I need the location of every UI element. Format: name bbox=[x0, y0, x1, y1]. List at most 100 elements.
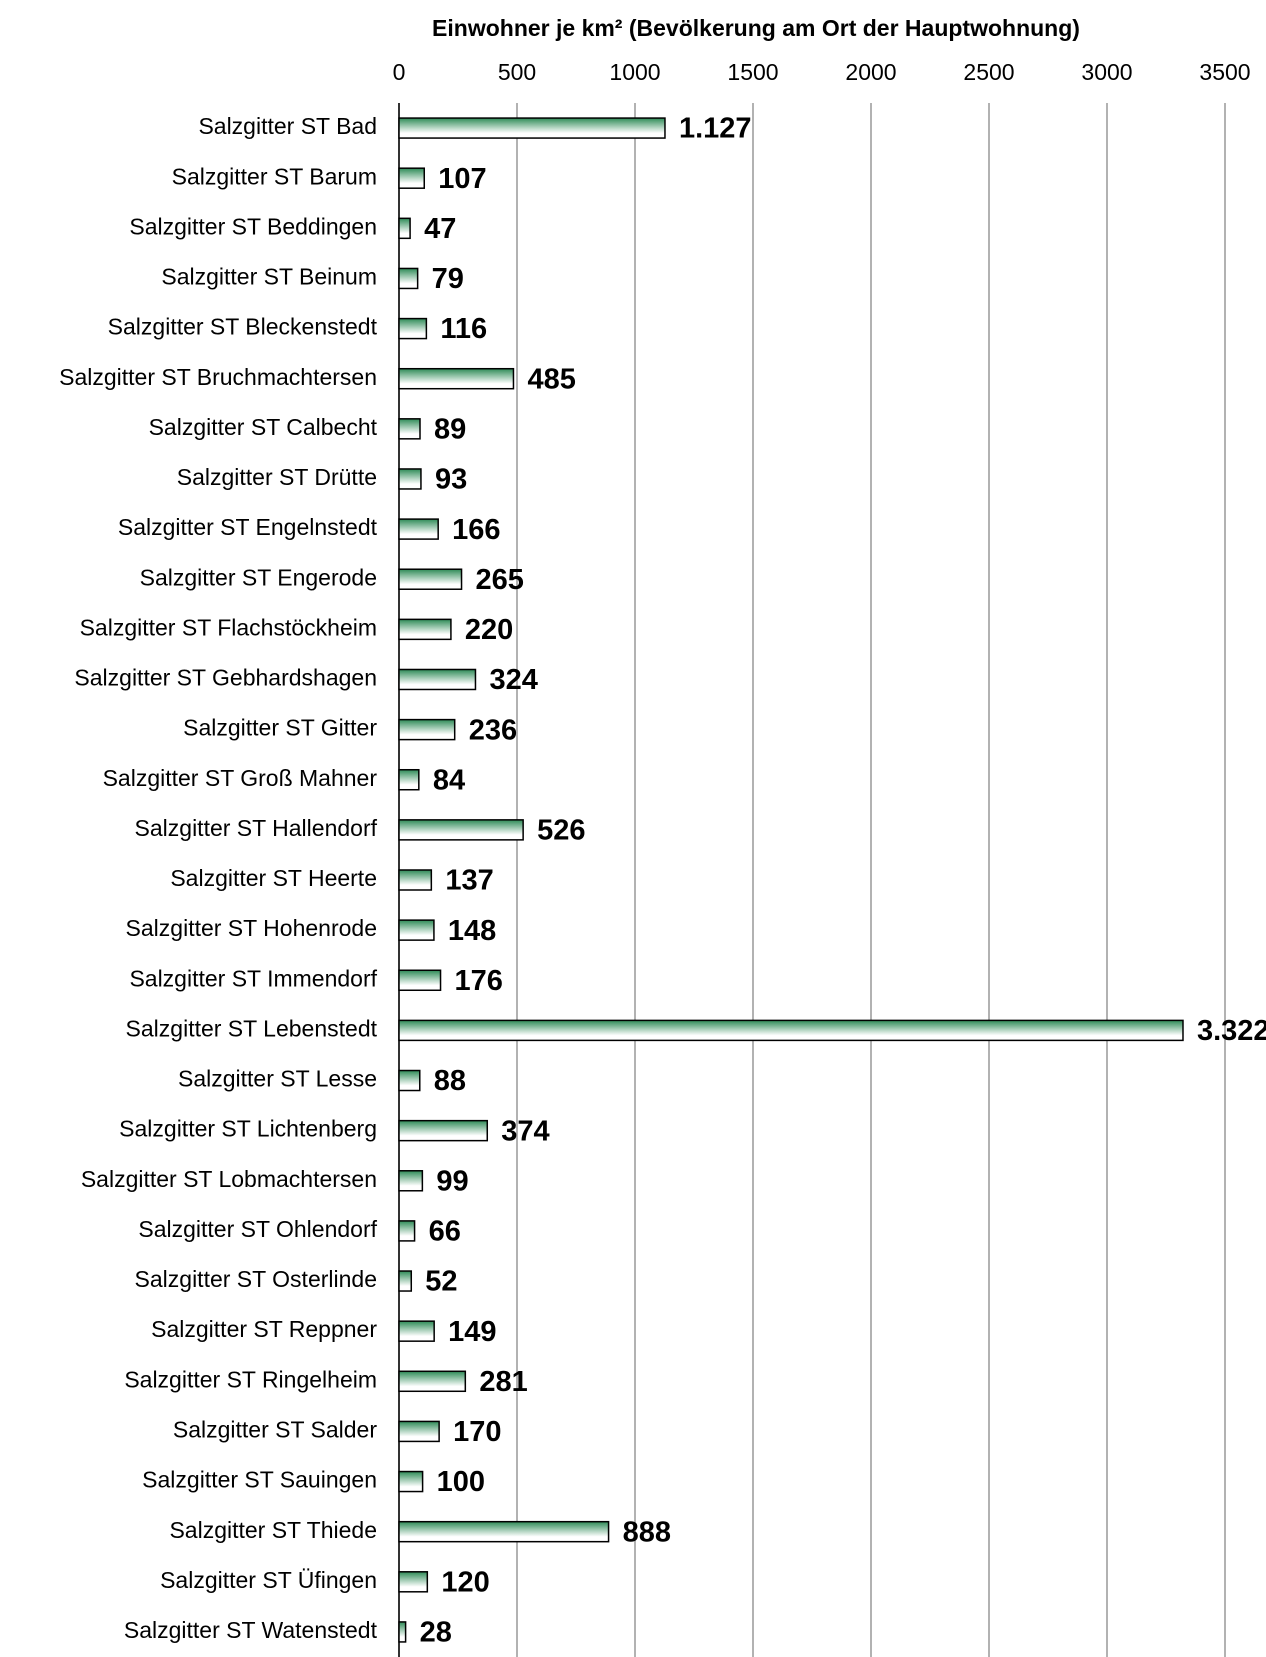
bar bbox=[398, 1520, 610, 1543]
y-tick-label: Salzgitter ST Immendorf bbox=[129, 965, 377, 991]
x-tick-label: 1000 bbox=[609, 59, 660, 85]
x-tick-label: 2500 bbox=[963, 59, 1014, 85]
value-label: 52 bbox=[425, 1266, 457, 1298]
value-label: 485 bbox=[527, 363, 575, 395]
bar bbox=[398, 919, 435, 941]
y-tick-label: Salzgitter ST Calbecht bbox=[149, 414, 378, 440]
y-tick-label: Salzgitter ST Lichtenberg bbox=[119, 1116, 377, 1142]
value-label: 220 bbox=[465, 614, 513, 646]
bar bbox=[398, 167, 426, 189]
y-tick-label: Salzgitter ST Salder bbox=[173, 1416, 377, 1442]
bar bbox=[398, 668, 477, 691]
value-label: 170 bbox=[453, 1416, 501, 1448]
y-tick-label: Salzgitter ST Watenstedt bbox=[124, 1617, 378, 1643]
value-label: 66 bbox=[429, 1216, 461, 1248]
bar bbox=[398, 568, 463, 590]
bar bbox=[398, 1170, 424, 1192]
bar bbox=[398, 468, 422, 490]
bar bbox=[398, 267, 419, 290]
y-tick-label: Salzgitter ST Hohenrode bbox=[126, 915, 377, 941]
x-tick-label: 500 bbox=[498, 59, 536, 85]
y-tick-label: Salzgitter ST Bleckenstedt bbox=[108, 314, 378, 340]
value-label: 176 bbox=[455, 965, 503, 997]
y-tick-label: Salzgitter ST Lebenstedt bbox=[126, 1015, 378, 1041]
x-tick-label: 0 bbox=[393, 59, 406, 85]
value-label: 28 bbox=[420, 1617, 452, 1649]
bar bbox=[398, 418, 421, 440]
bar bbox=[398, 1571, 429, 1593]
value-label: 149 bbox=[448, 1316, 496, 1348]
bar bbox=[398, 117, 666, 139]
value-label: 89 bbox=[434, 413, 466, 445]
bar bbox=[398, 1320, 435, 1342]
value-label: 84 bbox=[433, 764, 465, 796]
value-label: 120 bbox=[441, 1566, 489, 1598]
value-label: 88 bbox=[434, 1065, 466, 1097]
value-label: 236 bbox=[469, 714, 517, 746]
bar bbox=[398, 819, 524, 841]
y-tick-label: Salzgitter ST Lobmachtersen bbox=[81, 1166, 377, 1192]
value-label: 107 bbox=[438, 163, 486, 195]
bar bbox=[398, 1119, 489, 1142]
value-label: 3.322 bbox=[1197, 1015, 1266, 1047]
bar bbox=[398, 1270, 413, 1292]
value-label: 374 bbox=[501, 1115, 549, 1147]
y-tick-label: Salzgitter ST Bad bbox=[198, 113, 377, 139]
y-tick-label: Salzgitter ST Heerte bbox=[170, 865, 377, 891]
value-label: 79 bbox=[432, 263, 464, 295]
bar bbox=[398, 969, 442, 992]
bar bbox=[398, 1019, 1184, 1042]
y-tick-label: Salzgitter ST Osterlinde bbox=[135, 1266, 377, 1292]
value-label: 888 bbox=[623, 1516, 671, 1548]
value-label: 137 bbox=[445, 865, 493, 897]
value-label: 526 bbox=[537, 815, 585, 847]
y-tick-label: Salzgitter ST Ohlendorf bbox=[138, 1216, 377, 1242]
y-tick-label: Salzgitter ST Beddingen bbox=[129, 213, 377, 239]
bar bbox=[398, 618, 452, 641]
y-tick-label: Salzgitter ST Ringelheim bbox=[124, 1366, 377, 1392]
value-label: 148 bbox=[448, 915, 496, 947]
bar bbox=[398, 1621, 407, 1643]
x-tick-label: 1500 bbox=[727, 59, 778, 85]
bar bbox=[398, 518, 439, 540]
value-label: 324 bbox=[489, 664, 537, 696]
y-tick-label: Salzgitter ST Bruchmachtersen bbox=[59, 364, 377, 390]
y-tick-label: Salzgitter ST Gebhardshagen bbox=[74, 665, 377, 691]
y-tick-label: Salzgitter ST Hallendorf bbox=[135, 815, 378, 841]
value-label: 1.127 bbox=[679, 113, 752, 145]
bar bbox=[398, 217, 411, 240]
value-label: 99 bbox=[436, 1165, 468, 1197]
x-tick-label: 3000 bbox=[1081, 59, 1132, 85]
y-tick-label: Salzgitter ST Üfingen bbox=[160, 1567, 377, 1593]
y-tick-label: Salzgitter ST Reppner bbox=[151, 1316, 377, 1342]
bar bbox=[398, 317, 428, 340]
y-tick-label: Salzgitter ST Groß Mahner bbox=[103, 765, 378, 791]
y-tick-label: Salzgitter ST Sauingen bbox=[142, 1467, 377, 1493]
y-tick-label: Salzgitter ST Gitter bbox=[183, 715, 377, 741]
chart-title: Einwohner je km² (Bevölkerung am Ort der… bbox=[432, 15, 1080, 41]
y-tick-label: Salzgitter ST Thiede bbox=[169, 1517, 377, 1543]
x-tick-label: 2000 bbox=[845, 59, 896, 85]
value-label: 100 bbox=[437, 1466, 485, 1498]
y-tick-label: Salzgitter ST Engelnstedt bbox=[118, 514, 378, 540]
y-tick-label: Salzgitter ST Engerode bbox=[140, 564, 377, 590]
bar bbox=[398, 1370, 467, 1393]
value-label: 93 bbox=[435, 464, 467, 496]
y-tick-label: Salzgitter ST Beinum bbox=[161, 264, 377, 290]
value-label: 166 bbox=[452, 514, 500, 546]
bar bbox=[398, 1420, 440, 1443]
x-tick-label: 3500 bbox=[1199, 59, 1250, 85]
value-label: 265 bbox=[476, 564, 524, 596]
bar bbox=[398, 367, 515, 390]
bar bbox=[398, 869, 433, 891]
bar bbox=[398, 1069, 421, 1092]
bar bbox=[398, 1220, 416, 1242]
value-label: 116 bbox=[440, 313, 487, 345]
y-tick-label: Salzgitter ST Barum bbox=[172, 163, 377, 189]
y-tick-label: Salzgitter ST Lesse bbox=[178, 1066, 377, 1092]
bar bbox=[398, 1470, 424, 1493]
bar bbox=[398, 768, 420, 791]
y-tick-label: Salzgitter ST Flachstöckheim bbox=[80, 614, 377, 640]
y-tick-label: Salzgitter ST Drütte bbox=[177, 464, 377, 490]
